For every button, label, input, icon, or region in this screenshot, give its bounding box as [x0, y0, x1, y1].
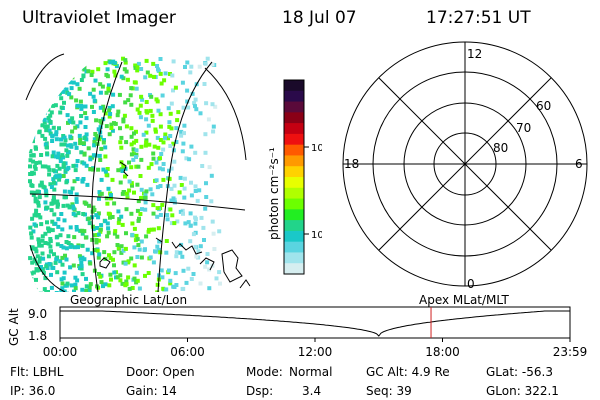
colorbar-swatch — [284, 220, 304, 232]
colorbar-swatch — [284, 241, 304, 254]
colorbar-swatch — [284, 133, 304, 146]
mlt-label-top: 12 — [467, 47, 482, 61]
latitude-line — [29, 193, 246, 211]
coastline — [199, 257, 215, 271]
colorbar-swatch — [284, 209, 304, 221]
colorbar-tick-label: 100 — [311, 143, 322, 154]
coastline — [99, 257, 111, 269]
glon-status: GLon: 322.1 — [486, 384, 559, 398]
meridian-line — [204, 67, 247, 161]
mlt-label-left: 18 — [344, 157, 359, 171]
map-edge-line — [25, 53, 65, 101]
y-axis-label: GC Alt — [7, 308, 21, 346]
x-tick-label: 06:00 — [170, 345, 205, 359]
colorbar-swatch — [284, 80, 304, 92]
colorbar-swatch — [284, 166, 304, 178]
colorbar-unit-label: photon cm⁻²s⁻¹ — [267, 147, 281, 240]
colorbar-swatch — [284, 230, 304, 243]
coastline — [155, 237, 163, 243]
filter-status: Flt: LBHL — [10, 365, 64, 379]
timeline-frame — [59, 306, 571, 339]
apex-panel-label: Apex MLat/MLT — [419, 293, 509, 307]
colorbar-swatch — [284, 187, 304, 200]
y-tick-label: 1.8 — [28, 329, 47, 343]
colorbar-swatch — [284, 101, 304, 113]
colorbar-swatch — [284, 144, 304, 157]
lat-label-80: 80 — [493, 141, 508, 155]
gain-status: Gain: 14 — [126, 384, 177, 398]
instrument-title: Ultraviolet Imager — [22, 8, 176, 28]
polar-diagonal — [378, 77, 552, 251]
colorbar-tick-label: 10 — [311, 230, 322, 241]
coastline — [119, 161, 129, 177]
coastline — [221, 249, 243, 283]
x-tick-label: 23:59 — [553, 345, 588, 359]
colorbar-swatch — [284, 112, 304, 124]
x-tick-label: 00:00 — [43, 345, 78, 359]
geographic-map-panel — [25, 53, 251, 292]
lat-label-70: 70 — [516, 121, 531, 135]
y-tick-label: 9.0 — [28, 307, 47, 321]
x-tick-label: 12:00 — [298, 345, 333, 359]
mlt-label-bottom: 0 — [467, 277, 475, 291]
coastline — [171, 241, 203, 255]
x-tick-label: 18:00 — [425, 345, 460, 359]
geographic-panel-label: Geographic Lat/Lon — [70, 293, 188, 307]
ip-status: IP: 36.0 — [10, 384, 56, 398]
colorbar-swatch — [284, 177, 304, 189]
colorbar-swatch — [284, 90, 304, 103]
lat-label-60: 60 — [536, 99, 551, 113]
altitude-curve — [60, 310, 570, 337]
colorbar-swatch — [284, 252, 304, 264]
header-date: 18 Jul 07 — [282, 8, 357, 28]
gc-alt-status: GC Alt: 4.9 Re — [366, 365, 450, 379]
header-time: 17:27:51 UT — [426, 8, 531, 28]
dsp-value: 3.4 — [302, 384, 322, 398]
colorbar-gradient — [284, 80, 304, 275]
coastline — [239, 279, 251, 289]
mlt-label-right: 6 — [575, 157, 583, 171]
mode-value: Normal — [289, 365, 333, 379]
polar-mlat-mlt-panel: 12 0 18 6 60 70 80 — [342, 41, 588, 291]
seq-status: Seq: 39 — [366, 384, 412, 398]
colorbar-swatch — [284, 123, 304, 135]
meridian-line — [157, 61, 213, 292]
mode-label: Mode: — [246, 365, 283, 379]
gc-altitude-timeline: 9.0 1.8 GC Alt 00:00 06:00 12:00 18:00 2… — [7, 306, 588, 359]
door-status: Door: Open — [126, 365, 195, 379]
glat-status: GLat: -56.3 — [486, 365, 553, 379]
colorbar-swatch — [284, 198, 304, 210]
colorbar-swatch — [284, 263, 304, 275]
colorbar-frame — [283, 79, 305, 275]
map-edge-line — [29, 244, 66, 292]
colorbar: 100 10 photon cm⁻²s⁻¹ — [267, 79, 322, 275]
colorbar-swatch — [284, 155, 304, 167]
dsp-label: Dsp: — [246, 384, 274, 398]
